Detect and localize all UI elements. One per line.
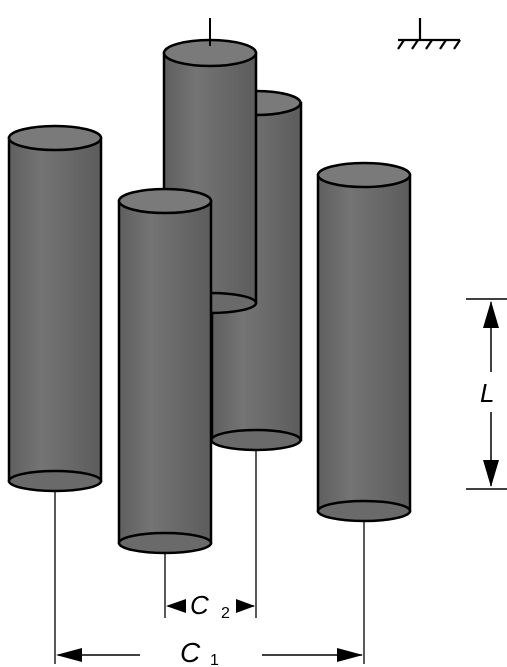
spacing-2-dimension: [166, 599, 255, 613]
spacing-2-subscript: 2: [221, 605, 230, 622]
spacing-2-label: C: [190, 590, 209, 620]
cylinder-left: [7, 124, 103, 493]
length-dimension: [466, 298, 507, 490]
ground-icon: [397, 18, 461, 50]
spacing-1-subscript: 1: [210, 652, 219, 667]
length-label: L: [480, 378, 494, 408]
cylinder-right: [316, 161, 412, 523]
spacing-1-label: C: [180, 637, 201, 667]
extension-lines: [54, 450, 365, 664]
cylinder-front-center: [117, 187, 213, 555]
spacing-1-dimension: [56, 648, 363, 662]
